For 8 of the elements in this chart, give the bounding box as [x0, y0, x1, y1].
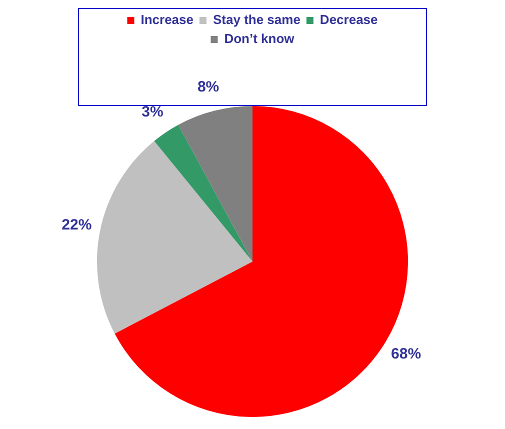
legend-label: Increase	[140, 12, 194, 28]
data-label: 22%	[62, 216, 92, 234]
legend-label: Decrease	[320, 12, 378, 28]
data-label: 68%	[391, 346, 422, 363]
data-label: 8%	[197, 78, 220, 96]
legend-label: Don’t know	[224, 31, 296, 46]
legend-label: Stay the same	[213, 12, 300, 28]
data-label: 3%	[142, 104, 164, 121]
